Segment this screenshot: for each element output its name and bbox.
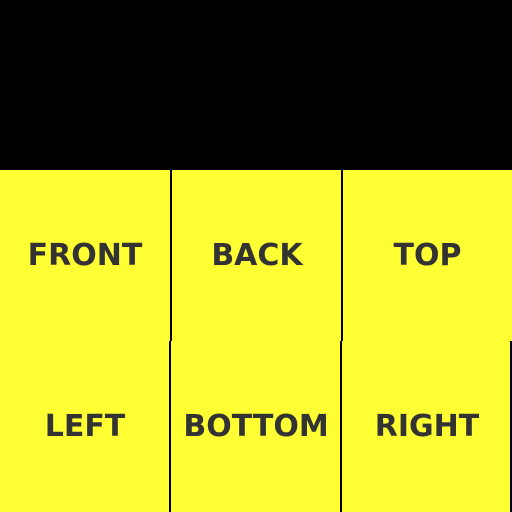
column-divider (341, 170, 343, 341)
empty-top-area (0, 0, 512, 170)
left-view-button[interactable]: LEFT (0, 341, 170, 512)
bottom-view-button[interactable]: BOTTOM (171, 341, 341, 512)
column-divider (170, 170, 172, 341)
right-view-button[interactable]: RIGHT (342, 341, 512, 512)
left-view-label: LEFT (44, 409, 126, 444)
view-button-grid: FRONT BACK TOP LEFT BOTTOM RIGHT (0, 170, 512, 512)
right-view-label: RIGHT (374, 409, 480, 444)
front-view-button[interactable]: FRONT (0, 170, 170, 341)
front-view-label: FRONT (27, 238, 143, 273)
column-divider (169, 341, 171, 512)
top-view-label: TOP (393, 238, 462, 273)
back-view-label: BACK (211, 238, 303, 273)
edge-divider (510, 341, 512, 512)
top-view-button[interactable]: TOP (343, 170, 512, 341)
column-divider (340, 341, 342, 512)
bottom-view-label: BOTTOM (183, 409, 329, 444)
back-view-button[interactable]: BACK (172, 170, 342, 341)
